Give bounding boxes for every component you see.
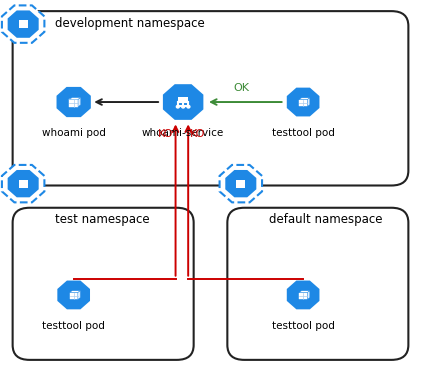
FancyBboxPatch shape <box>13 11 408 185</box>
Circle shape <box>187 105 190 108</box>
Polygon shape <box>69 98 81 99</box>
Polygon shape <box>2 165 44 202</box>
Polygon shape <box>299 99 307 106</box>
Text: testtool pod: testtool pod <box>272 321 335 331</box>
Text: testtool pod: testtool pod <box>42 321 105 331</box>
Text: KO: KO <box>158 129 173 139</box>
Text: development namespace: development namespace <box>55 17 205 30</box>
FancyBboxPatch shape <box>13 208 194 360</box>
Polygon shape <box>8 170 39 197</box>
Polygon shape <box>69 291 80 292</box>
Bar <box>19 20 28 28</box>
Circle shape <box>182 105 184 108</box>
Text: OK: OK <box>233 83 249 93</box>
Polygon shape <box>299 291 310 292</box>
Polygon shape <box>78 98 81 107</box>
Polygon shape <box>56 87 91 117</box>
Polygon shape <box>220 165 262 202</box>
Polygon shape <box>57 280 90 309</box>
Text: testtool pod: testtool pod <box>272 128 335 138</box>
Text: whoami-service: whoami-service <box>142 128 224 138</box>
Bar <box>178 97 189 101</box>
FancyBboxPatch shape <box>227 208 408 360</box>
Polygon shape <box>287 280 320 309</box>
Polygon shape <box>69 292 78 299</box>
Polygon shape <box>8 10 39 38</box>
Polygon shape <box>287 88 320 116</box>
Circle shape <box>176 105 179 108</box>
Text: default namespace: default namespace <box>269 213 383 226</box>
Polygon shape <box>299 98 310 99</box>
Polygon shape <box>307 98 310 106</box>
Text: KO: KO <box>190 129 206 139</box>
Polygon shape <box>78 291 80 299</box>
Bar <box>237 180 245 188</box>
Polygon shape <box>299 292 307 299</box>
Polygon shape <box>307 291 310 299</box>
Polygon shape <box>225 170 256 197</box>
Text: test namespace: test namespace <box>55 213 149 226</box>
Polygon shape <box>163 84 203 120</box>
Polygon shape <box>2 6 44 43</box>
Polygon shape <box>69 99 78 107</box>
Text: whoami pod: whoami pod <box>42 128 106 138</box>
Bar <box>19 180 28 188</box>
